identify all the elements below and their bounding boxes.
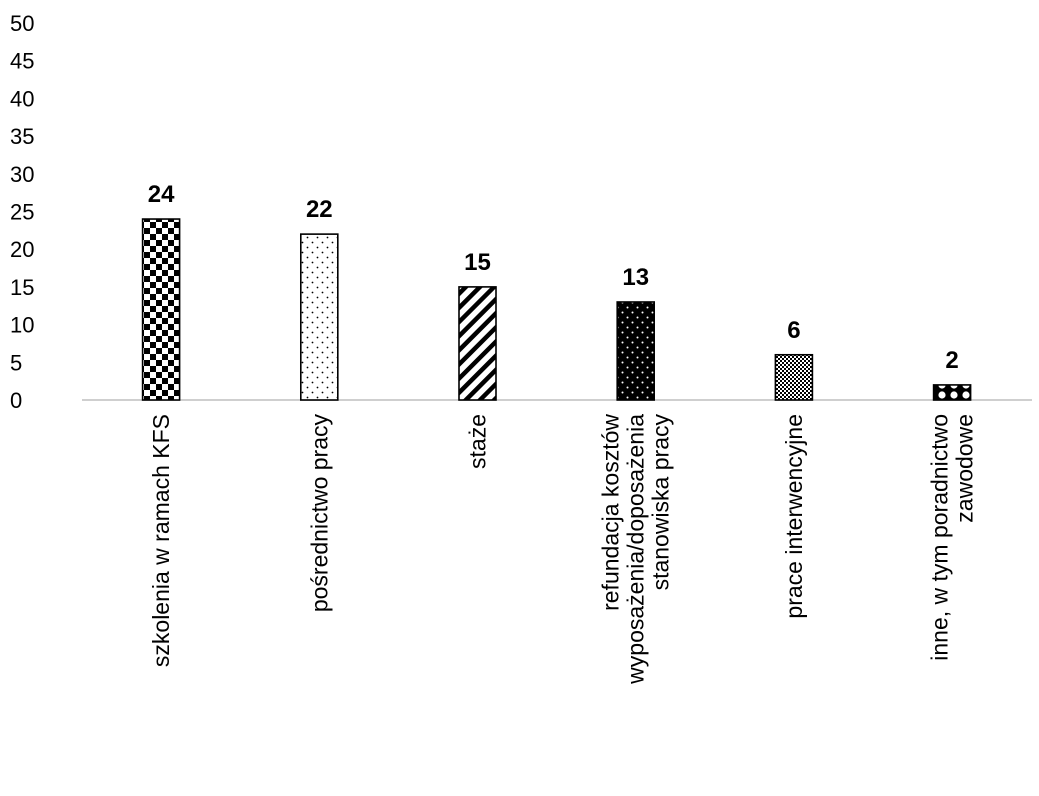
- bars-group: [141, 218, 972, 401]
- x-category-label: szkolenia w ramach KFS: [148, 414, 174, 667]
- y-axis-ticks: 0 5 10 15 20 25 30 35 40 45 50: [10, 11, 34, 413]
- bar: [616, 301, 656, 401]
- data-label: 2: [945, 347, 958, 374]
- x-category-label-line: inne, w tym poradnictwo: [927, 414, 953, 661]
- y-tick-label: 35: [10, 124, 34, 149]
- y-tick-label: 40: [10, 86, 34, 111]
- bar: [299, 233, 339, 401]
- bar: [141, 218, 181, 401]
- y-tick-label: 5: [10, 350, 22, 375]
- x-category-label-line: refundacja kosztów: [598, 414, 624, 611]
- y-tick-label: 30: [10, 162, 34, 187]
- y-tick-label: 20: [10, 237, 34, 262]
- y-tick-label: 50: [10, 11, 34, 36]
- y-tick-label: 25: [10, 200, 34, 225]
- x-category-label-line: staże: [465, 414, 491, 469]
- bar: [774, 353, 814, 401]
- x-category-label: pośrednictwo pracy: [306, 414, 332, 613]
- x-category-label: prace interwencyjne: [781, 414, 807, 619]
- x-category-label: staże: [465, 414, 491, 469]
- data-label: 24: [148, 181, 175, 208]
- y-tick-label: 45: [10, 49, 34, 74]
- bar: [458, 286, 497, 401]
- data-label: 13: [622, 264, 649, 291]
- data-label: 22: [306, 196, 333, 223]
- y-tick-label: 15: [10, 275, 34, 300]
- x-category-label-line: szkolenia w ramach KFS: [148, 414, 174, 667]
- category-labels-group: szkolenia w ramach KFS pośrednictwo pracy…: [148, 414, 978, 685]
- x-category-label-line: prace interwencyjne: [781, 414, 807, 619]
- x-category-label: refundacja kosztów wyposażenia/doposażeni…: [598, 414, 674, 685]
- x-category-label-line: pośrednictwo pracy: [306, 414, 332, 613]
- data-label: 15: [464, 249, 491, 276]
- x-category-label: inne, w tym poradnictwo zawodowe: [927, 414, 978, 661]
- y-tick-label: 0: [10, 388, 22, 413]
- x-category-label-line: stanowiska pracy: [648, 414, 674, 591]
- bar: [932, 384, 972, 401]
- x-category-label-line: zawodowe: [952, 414, 978, 523]
- data-label: 6: [787, 317, 800, 344]
- data-labels-group: 24 22 15 13 6 2: [148, 181, 959, 374]
- y-tick-label: 10: [10, 313, 34, 338]
- x-category-label-line: wyposażenia/doposażenia: [623, 414, 649, 685]
